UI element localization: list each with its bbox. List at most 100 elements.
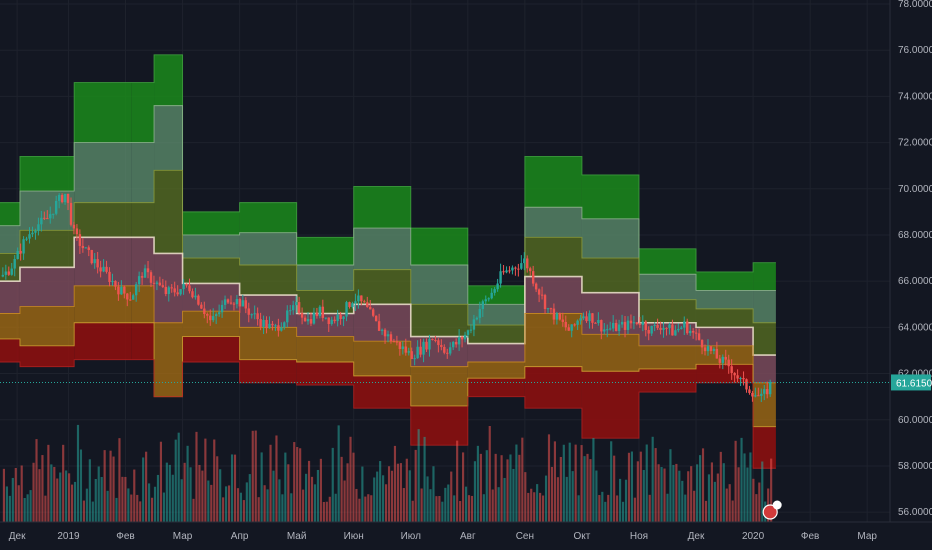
- volume-bar: [109, 450, 112, 522]
- price-axis-bg: [890, 0, 932, 550]
- candle-body: [422, 341, 425, 355]
- candle-body: [760, 393, 763, 396]
- candle-body: [342, 316, 345, 320]
- volume-bar: [758, 482, 761, 522]
- pivot-band: [131, 142, 155, 203]
- volume-bar: [444, 487, 447, 522]
- volume-bar: [192, 498, 195, 522]
- candle-body: [683, 321, 686, 328]
- time-tick-label: Ноя: [630, 531, 648, 542]
- candle-body: [179, 289, 182, 295]
- volume-bar: [41, 455, 44, 522]
- pivot-band: [410, 228, 468, 265]
- volume-bar: [568, 442, 571, 522]
- volume-bar: [562, 444, 565, 522]
- candle-body: [78, 234, 82, 246]
- candle-body: [220, 304, 224, 313]
- candle-body: [588, 313, 591, 322]
- volume-bar: [473, 461, 477, 522]
- volume-bar: [142, 457, 145, 522]
- time-tick-label: Июн: [344, 531, 364, 542]
- pivot-line-s3: [0, 359, 776, 469]
- volume-bar: [251, 430, 254, 522]
- candle-body: [99, 267, 102, 272]
- candle-body: [419, 346, 422, 355]
- volume-bar: [651, 436, 654, 522]
- volume-bar: [85, 488, 88, 522]
- pivot-band: [753, 290, 776, 323]
- candle-body: [351, 303, 354, 307]
- volume-bar: [17, 485, 20, 522]
- pivot-band: [467, 304, 525, 326]
- volume-bar: [396, 463, 399, 522]
- pivot-band: [696, 290, 754, 309]
- volume-bar: [130, 494, 133, 522]
- volume-bar: [580, 445, 583, 522]
- candle-body: [123, 286, 126, 294]
- volume-bar: [76, 424, 80, 522]
- time-tick-label: Апр: [231, 531, 249, 542]
- pivot-band: [296, 362, 354, 386]
- volume-bar: [734, 440, 737, 522]
- candle-body: [386, 334, 390, 337]
- candle-body: [339, 314, 342, 320]
- volume-bar: [586, 453, 589, 522]
- volume-bar: [373, 477, 376, 522]
- candle-body: [499, 271, 502, 284]
- pivot-band: [74, 142, 132, 203]
- candle-body: [43, 217, 46, 219]
- candle-body: [229, 302, 233, 304]
- volume-bar: [627, 452, 631, 522]
- volume-bar: [29, 490, 32, 522]
- candle-body: [697, 333, 701, 340]
- volume-bar: [266, 489, 269, 522]
- event-flag-icon[interactable]: [762, 504, 778, 520]
- candle-body: [277, 325, 280, 331]
- volume-bar: [390, 470, 394, 522]
- volume-bar: [361, 466, 364, 522]
- volume-bar: [168, 464, 171, 522]
- candle-body: [620, 321, 624, 325]
- volume-bar: [79, 449, 83, 522]
- candle-body: [712, 348, 716, 351]
- candle-body: [297, 302, 301, 314]
- volume-bar: [518, 454, 521, 522]
- candle-body: [363, 301, 366, 303]
- volume-bar: [470, 495, 474, 522]
- candle-body: [259, 319, 262, 327]
- pivot-band: [467, 285, 525, 305]
- candle-body: [63, 193, 67, 203]
- candle-body: [650, 325, 653, 334]
- candle-body: [280, 327, 283, 331]
- volume-bar: [177, 432, 180, 522]
- candle-body: [437, 340, 440, 346]
- candle-body: [66, 193, 70, 203]
- volume-bar: [319, 458, 322, 522]
- volume-bar: [583, 456, 586, 522]
- pivot-band: [581, 218, 639, 259]
- candle-body: [262, 319, 265, 327]
- volume-bar: [281, 494, 284, 522]
- volume-bar: [14, 468, 17, 522]
- candle-body: [309, 319, 313, 324]
- volume-bar: [47, 444, 50, 522]
- candle-body: [155, 282, 159, 284]
- volume-bar: [236, 488, 240, 522]
- volume-bar: [219, 469, 222, 522]
- candle-body: [656, 324, 659, 328]
- candle-body: [526, 258, 529, 269]
- volume-bar: [148, 483, 151, 522]
- candle-body: [108, 271, 111, 282]
- volume-bar: [411, 500, 414, 522]
- candle-body: [425, 341, 428, 350]
- volume-bar: [426, 476, 429, 522]
- volume-bar: [453, 495, 456, 522]
- candle-body: [472, 319, 476, 330]
- volume-bar: [464, 486, 468, 522]
- volume-bar: [657, 464, 660, 522]
- volume-bar: [414, 449, 417, 522]
- candle-body: [401, 346, 405, 349]
- candle-body: [745, 379, 748, 390]
- candle-body: [143, 268, 147, 278]
